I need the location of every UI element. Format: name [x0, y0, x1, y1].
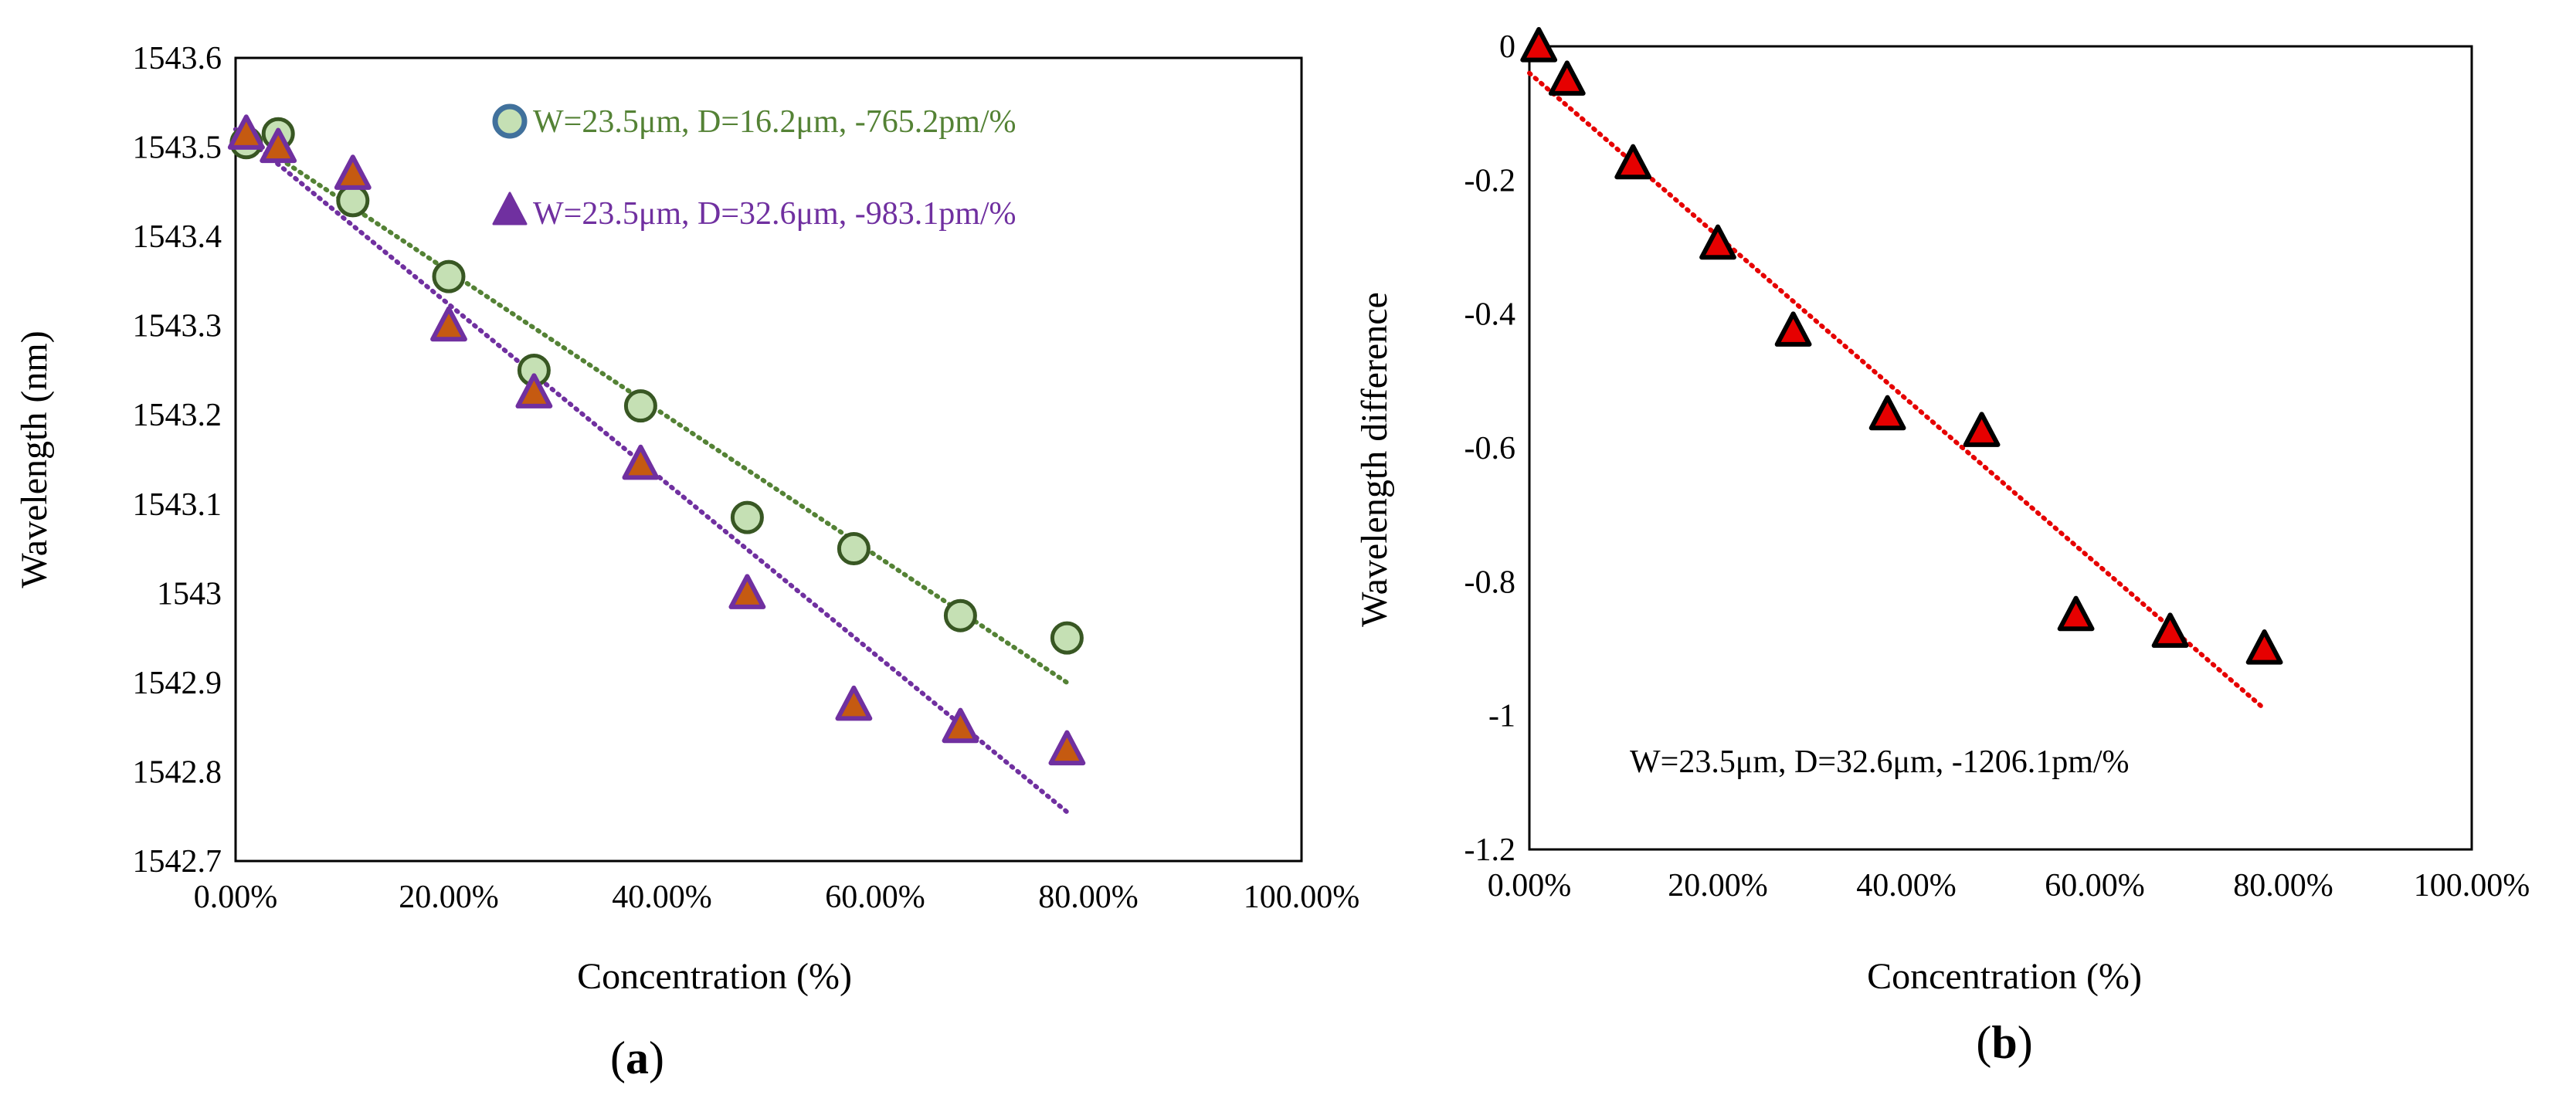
x-tick-label: 20.00%: [1668, 868, 1768, 904]
data-point-triangle: [942, 707, 979, 744]
trendline-series-1: [1527, 70, 2267, 711]
panel-b-points: [1520, 27, 2283, 665]
panel-a-y-tick-labels: 1542.7 1542.8 1542.9 1543 1543.1 1543.2 1543.3…: [133, 41, 222, 880]
data-point-triangle: [1614, 144, 1652, 180]
x-tick-label: 80.00%: [1038, 880, 1139, 915]
data-point-triangle: [515, 373, 553, 409]
panel-a-chart: 1542.7 1542.8 1542.9 1543 1543.1 1543.2 1543.3…: [14, 41, 1359, 1083]
x-tick-label: 20.00%: [399, 880, 499, 915]
panel-b-trendline: [1527, 70, 2267, 711]
panel-b-label: (b): [1976, 1017, 2032, 1068]
panel-b-chart: 0 -0.2 -0.4 -0.6 -0.8 -1 -1.2 0.00% 20.00% 40.00…: [1354, 27, 2530, 1068]
data-point-triangle: [2245, 629, 2283, 665]
panel-a-x-axis-title: Concentration (%): [577, 956, 852, 997]
x-tick-label: 100.00%: [2414, 868, 2530, 904]
data-point-triangle: [1048, 730, 1086, 766]
data-point-circle: [623, 389, 657, 423]
legend-series-1-label: W=23.5μm, D=16.2μm, -765.2pm/%: [533, 104, 1016, 140]
data-point-circle: [1050, 621, 1084, 655]
trendline-series-2: [233, 127, 1070, 815]
data-point-triangle: [1548, 60, 1586, 96]
x-tick-label: 80.00%: [2233, 868, 2333, 904]
data-point-triangle: [622, 444, 660, 480]
y-tick-label: 1543.5: [133, 131, 222, 166]
y-tick-label: -0.4: [1464, 297, 1516, 333]
x-tick-label: 100.00%: [1244, 880, 1360, 915]
panel-a-y-axis-title: Wavelength (nm): [14, 331, 55, 588]
data-point-circle: [336, 184, 370, 218]
data-point-triangle: [334, 154, 372, 190]
y-tick-label: -0.8: [1464, 564, 1516, 600]
panel-b-annotation: W=23.5μm, D=32.6μm, -1206.1pm/%: [1630, 744, 2130, 780]
y-tick-label: 1542.7: [133, 844, 222, 880]
panel-b-x-tick-labels: 0.00% 20.00% 40.00% 60.00% 80.00% 100.00%: [1488, 868, 2530, 904]
trendline-series-1: [233, 127, 1070, 685]
y-tick-label: 1543.4: [133, 219, 222, 255]
panel-b-x-axis-title: Concentration (%): [1867, 956, 2142, 997]
y-tick-label: -0.2: [1464, 163, 1516, 198]
legend-series-2-label: W=23.5μm, D=32.6μm, -983.1pm/%: [533, 196, 1016, 232]
y-tick-label: -0.6: [1464, 431, 1516, 466]
data-point-circle: [432, 259, 466, 293]
y-tick-label: 1542.9: [133, 666, 222, 701]
y-tick-label: -1.2: [1464, 832, 1516, 868]
x-tick-label: 60.00%: [2045, 868, 2145, 904]
data-point-triangle: [227, 114, 265, 150]
panel-a-points: [227, 114, 1086, 766]
panel-b-letter: b: [1991, 1017, 2017, 1068]
panel-b-y-tick-labels: 0 -0.2 -0.4 -0.6 -0.8 -1 -1.2: [1464, 29, 1516, 868]
data-point-triangle: [2151, 612, 2189, 648]
data-point-triangle: [430, 306, 467, 342]
data-point-triangle: [260, 127, 297, 164]
panel-a-x-tick-labels: 0.00% 20.00% 40.00% 60.00% 80.00% 100.00%: [194, 880, 1360, 915]
data-point-triangle: [728, 574, 766, 609]
data-point-triangle: [1774, 311, 1812, 347]
x-tick-label: 60.00%: [825, 880, 925, 915]
y-tick-label: 1543.6: [133, 41, 222, 76]
data-point-triangle: [2057, 595, 2095, 632]
y-tick-label: 1543: [157, 576, 222, 612]
panel-a-legend: W=23.5μm, D=16.2μm, -765.2pm/% W=23.5μm,…: [492, 103, 1016, 232]
y-tick-label: 0: [1499, 29, 1515, 65]
panel-b-plot-frame: [1528, 45, 2473, 851]
data-point-circle: [837, 532, 871, 566]
data-point-circle: [730, 500, 764, 534]
panel-a-label: (a): [610, 1032, 664, 1083]
panel-a-trendlines: [233, 127, 1070, 815]
y-tick-label: -1: [1488, 699, 1515, 734]
panel-a-plot-frame: [234, 56, 1303, 863]
x-tick-label: 40.00%: [1856, 868, 1957, 904]
x-tick-label: 0.00%: [1488, 868, 1572, 904]
panel-a-letter: a: [626, 1032, 649, 1083]
x-tick-label: 40.00%: [612, 880, 712, 915]
panel-b-y-axis-title: Wavelength difference: [1354, 292, 1395, 627]
y-tick-label: 1543.2: [133, 398, 222, 433]
legend-triangle-marker: [492, 192, 528, 225]
data-point-triangle: [1868, 395, 1906, 431]
x-tick-label: 0.00%: [194, 880, 278, 915]
data-point-triangle: [1520, 27, 1558, 63]
y-tick-label: 1543.3: [133, 309, 222, 344]
legend-circle-marker: [492, 103, 528, 139]
data-point-triangle: [1963, 412, 2001, 447]
data-point-triangle: [1699, 224, 1736, 260]
y-tick-label: 1543.1: [133, 487, 222, 523]
data-point-triangle: [835, 685, 873, 721]
data-point-circle: [943, 598, 977, 632]
y-tick-label: 1542.8: [133, 754, 222, 790]
